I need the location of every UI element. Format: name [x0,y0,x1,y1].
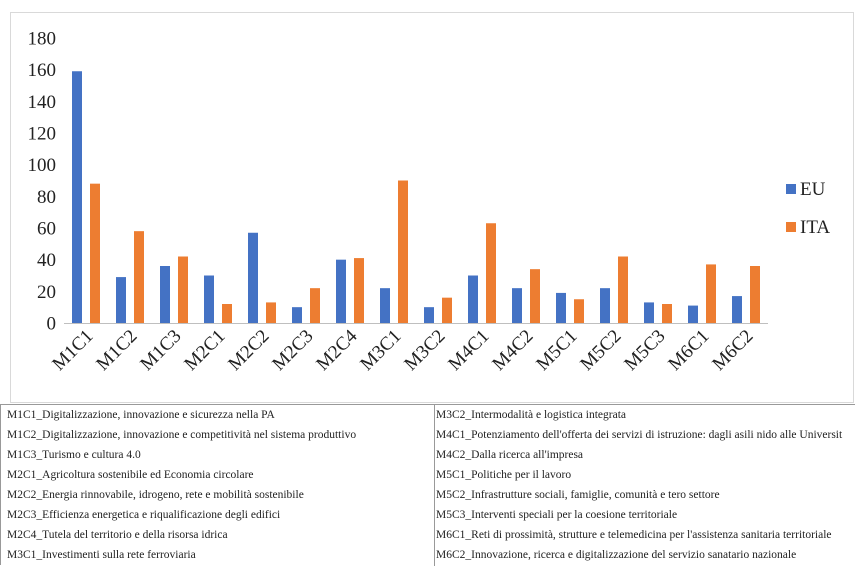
bar-eu-m4c1 [468,275,478,323]
bar-eu-m1c2 [116,277,126,323]
bar-ita-m2c1 [222,304,232,323]
bar-ita-m5c2 [618,256,628,323]
y-tick-label: 100 [28,155,57,176]
bar-eu-m4c2 [512,288,522,323]
y-tick-label: 20 [37,282,56,303]
glossary-item: M4C1_Potenziamento dell'offerta dei serv… [436,429,843,441]
bar-ita-m5c3 [662,304,672,323]
bar-eu-m3c2 [424,307,434,323]
glossary-item: M5C3_Interventi speciali per la coesione… [436,509,678,521]
legend-swatch-ita [786,222,796,232]
bar-ita-m3c1 [398,180,408,323]
glossary-item: M1C1_Digitalizzazione, innovazione e sic… [7,409,275,421]
glossary-item: M1C3_Turismo e cultura 4.0 [7,449,141,461]
bar-ita-m6c1 [706,264,716,323]
bar-eu-m1c1 [72,71,82,323]
bar-eu-m2c4 [336,259,346,323]
legend-label-eu: EU [800,179,826,200]
bar-eu-m6c2 [732,296,742,323]
chart-frame [10,12,854,403]
glossary-item: M2C4_Tutela del territorio e della risor… [7,529,228,541]
glossary-item: M2C3_Efficienza energetica e riqualifica… [7,509,281,521]
bars [72,71,760,323]
bar-eu-m2c3 [292,307,302,323]
bar-ita-m1c1 [90,183,100,323]
bar-ita-m4c2 [530,269,540,323]
bar-eu-m5c3 [644,302,654,323]
bar-eu-m1c3 [160,266,170,323]
y-tick-label: 80 [37,187,56,208]
glossary-item: M6C1_Reti di prossimità, strutture e tel… [436,529,832,541]
bar-eu-m5c2 [600,288,610,323]
y-tick-label: 120 [28,124,57,145]
glossary-left-column: M1C1_Digitalizzazione, innovazione e sic… [7,405,356,565]
glossary-item: M6C2_Innovazione, ricerca e digitalizzaz… [436,549,797,561]
legend-swatch-eu [786,184,796,194]
bar-eu-m5c1 [556,292,566,323]
y-tick-label: 160 [28,60,57,81]
glossary-right-column: M3C2_Intermodalità e logistica integrata… [434,405,842,566]
bar-eu-m2c1 [204,275,214,323]
bar-eu-m6c1 [688,305,698,323]
y-tick-label: 140 [28,92,57,113]
bar-ita-m1c2 [134,231,144,323]
bar-ita-m2c4 [354,258,364,323]
glossary-item: M1C2_Digitalizzazione, innovazione e com… [7,429,357,441]
glossary-table: M1C1_Digitalizzazione, innovazione e sic… [0,404,855,566]
bar-eu-m2c2 [248,232,258,323]
bar-ita-m2c3 [310,288,320,323]
bar-ita-m3c2 [442,297,452,323]
glossary-item: M2C2_Energia rinnovabile, idrogeno, rete… [7,489,304,501]
legend: EU ITA [786,179,830,238]
glossary-item: M3C2_Intermodalità e logistica integrata [436,409,627,421]
legend-label-ita: ITA [800,217,830,238]
bar-ita-m6c2 [750,266,760,323]
bar-eu-m3c1 [380,288,390,323]
y-tick-label: 60 [37,219,56,240]
glossary-item: M5C2_Infrastrutture sociali, famiglie, c… [436,489,720,501]
glossary-item: M2C1_Agricoltura sostenibile ed Economia… [7,469,254,481]
bar-ita-m5c1 [574,299,584,323]
bar-ita-m1c3 [178,256,188,323]
glossary-item: M3C1_Investimenti sulla rete ferroviaria [7,549,196,561]
bar-ita-m2c2 [266,302,276,323]
y-tick-label: 40 [37,250,56,271]
y-axis: 0 20 40 60 80 100 120 140 160 180 [28,29,57,335]
glossary-item: M5C1_Politiche per il lavoro [436,469,572,481]
bar-ita-m4c1 [486,223,496,323]
y-tick-label: 180 [28,29,57,50]
glossary-item: M4C2_Dalla ricerca all'impresa [436,449,584,461]
y-tick-label: 0 [47,314,57,335]
